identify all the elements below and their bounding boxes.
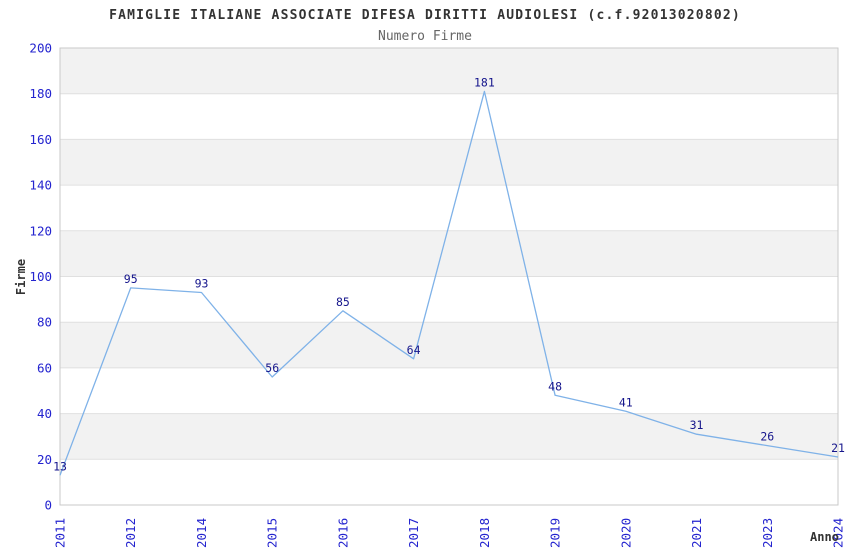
x-tick-label: 2016 bbox=[335, 518, 350, 548]
band-stripe bbox=[60, 230, 838, 277]
y-tick-label: 0 bbox=[44, 498, 52, 513]
chart-title: FAMIGLIE ITALIANE ASSOCIATE DIFESA DIRIT… bbox=[109, 8, 741, 23]
x-tick-label: 2014 bbox=[194, 518, 209, 548]
y-tick-label: 200 bbox=[29, 41, 52, 56]
x-tick-label: 2012 bbox=[123, 518, 138, 548]
data-label: 85 bbox=[336, 295, 350, 309]
y-tick-label: 160 bbox=[29, 132, 52, 147]
x-tick-label: 2023 bbox=[760, 518, 775, 548]
series-layer bbox=[59, 90, 839, 476]
y-tick-label: 60 bbox=[37, 360, 52, 375]
y-tick-label: 140 bbox=[29, 178, 52, 193]
data-label: 41 bbox=[619, 395, 633, 409]
x-tick-label: 2020 bbox=[618, 518, 633, 548]
x-tick-label: 2017 bbox=[406, 518, 421, 548]
x-tick-label: 2011 bbox=[53, 518, 68, 548]
data-label: 56 bbox=[265, 361, 279, 375]
data-label: 48 bbox=[548, 379, 562, 393]
chart-subtitle: Numero Firme bbox=[378, 29, 472, 44]
y-tick-label: 120 bbox=[29, 223, 52, 238]
y-axis-label: Firme bbox=[14, 259, 28, 295]
band-stripe bbox=[60, 413, 838, 460]
x-tick-label: 2021 bbox=[689, 518, 704, 548]
data-label: 93 bbox=[195, 277, 209, 291]
x-tick-label: 2015 bbox=[265, 518, 280, 548]
y-tick-label: 100 bbox=[29, 269, 52, 284]
data-label: 64 bbox=[407, 343, 421, 357]
series-line bbox=[59, 90, 839, 476]
data-labels: 13 95 93 56 85 64 181 48 41 31 26 21 bbox=[53, 75, 845, 473]
data-label: 26 bbox=[760, 430, 774, 444]
data-label: 13 bbox=[53, 459, 67, 473]
plot-border bbox=[59, 47, 839, 506]
data-label: 181 bbox=[474, 75, 495, 89]
data-label: 21 bbox=[831, 441, 845, 455]
data-label: 31 bbox=[690, 418, 704, 432]
band-stripe bbox=[60, 139, 838, 186]
background-bands bbox=[60, 48, 838, 460]
band-stripe bbox=[60, 322, 838, 368]
data-label: 95 bbox=[124, 272, 138, 286]
y-tick-label: 80 bbox=[37, 315, 52, 330]
y-tick-label: 180 bbox=[29, 86, 52, 101]
y-tick-label: 20 bbox=[37, 452, 52, 467]
band-stripe bbox=[60, 48, 838, 94]
y-axis-ticks: 0 20 40 60 80 100 120 140 160 180 200 bbox=[29, 41, 52, 513]
x-axis-label: Anno bbox=[810, 530, 839, 544]
x-axis-ticks: 2011 2012 2014 2015 2016 2017 2018 2019 2020 2021… bbox=[53, 518, 846, 548]
x-tick-label: 2019 bbox=[548, 518, 563, 548]
y-tick-label: 40 bbox=[37, 406, 52, 421]
x-tick-label: 2024 bbox=[831, 518, 846, 548]
x-tick-label: 2018 bbox=[477, 518, 492, 548]
